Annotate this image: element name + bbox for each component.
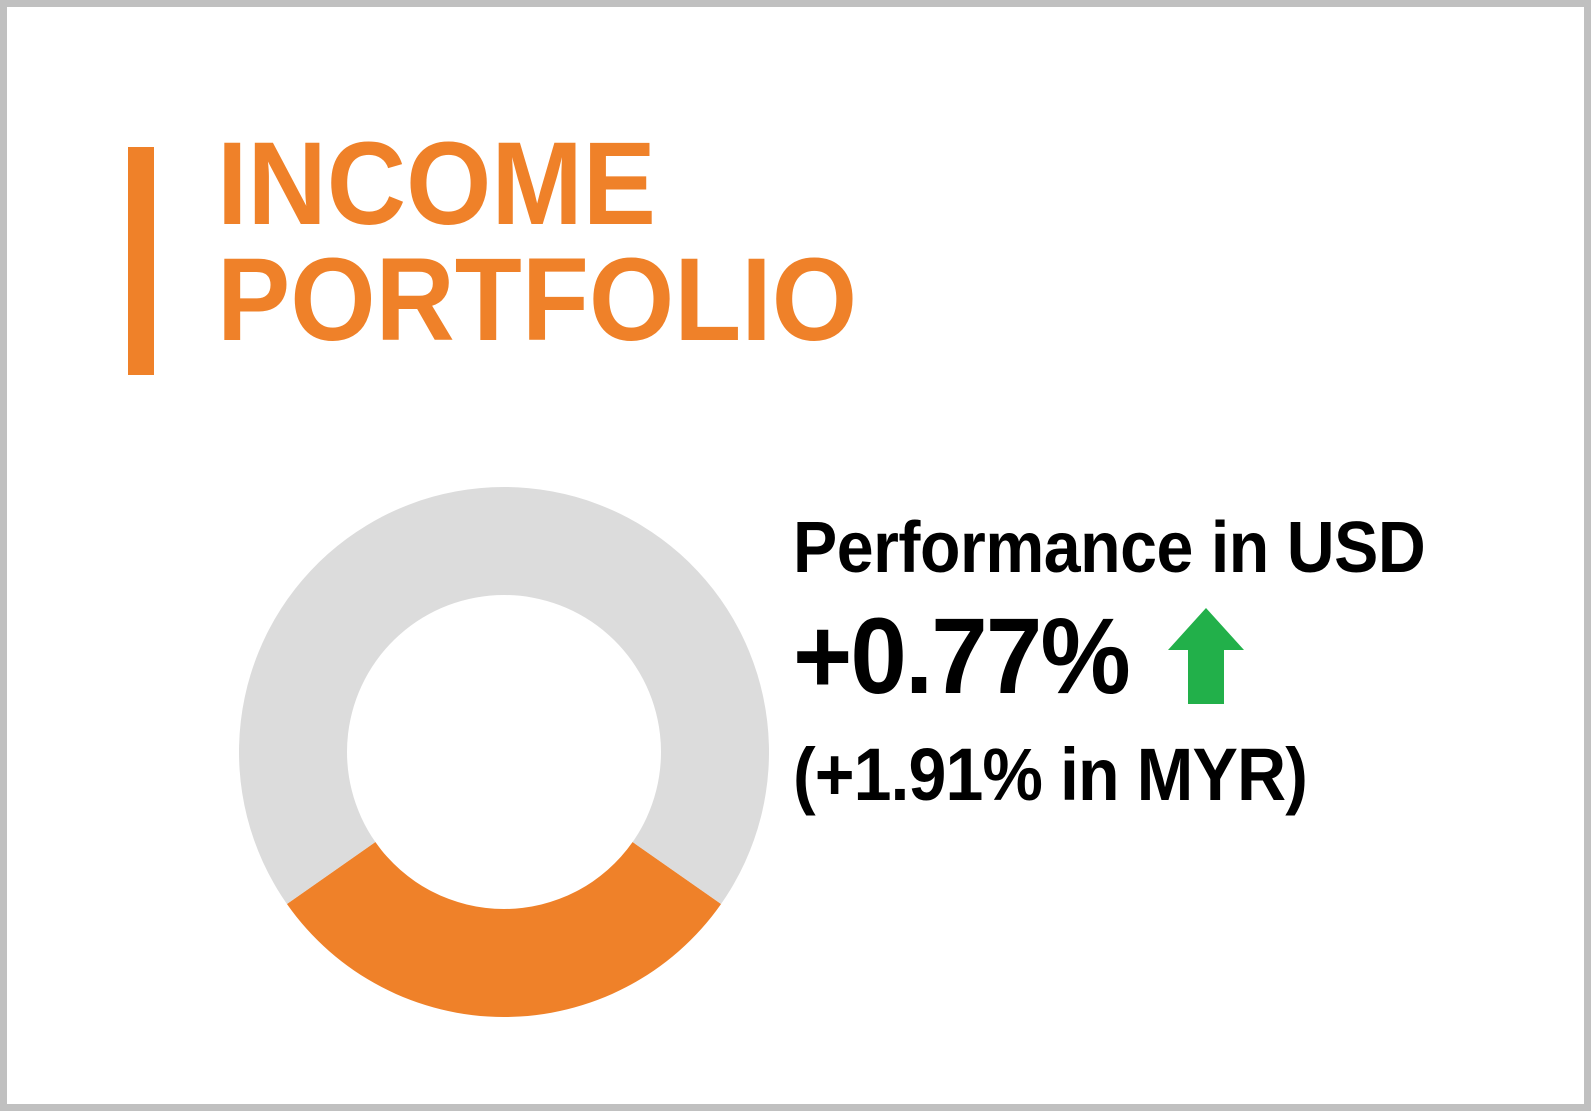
- donut-chart: [239, 487, 769, 1017]
- performance-value-row: +0.77%: [793, 598, 1533, 714]
- donut-chart-svg: [239, 487, 769, 1017]
- title-line-portfolio: PORTFOLIO: [217, 233, 858, 366]
- performance-secondary: (+1.91% in MYR): [793, 733, 1308, 816]
- donut-slice-group: [239, 487, 769, 1017]
- donut-slice-allocated: [286, 842, 722, 1017]
- performance-value: +0.77%: [793, 595, 1131, 716]
- page-title: INCOME PORTFOLIO: [128, 118, 905, 375]
- performance-heading: Performance in USD: [793, 508, 1426, 588]
- arrow-up-icon: [1168, 608, 1245, 704]
- title-line-income: INCOME: [217, 118, 656, 250]
- donut-slice-remaining: [239, 487, 769, 904]
- title-text: INCOME PORTFOLIO: [217, 118, 858, 366]
- performance-block: Performance in USD +0.77% (+1.91% in MYR…: [793, 512, 1533, 812]
- title-accent-bar: [128, 147, 154, 375]
